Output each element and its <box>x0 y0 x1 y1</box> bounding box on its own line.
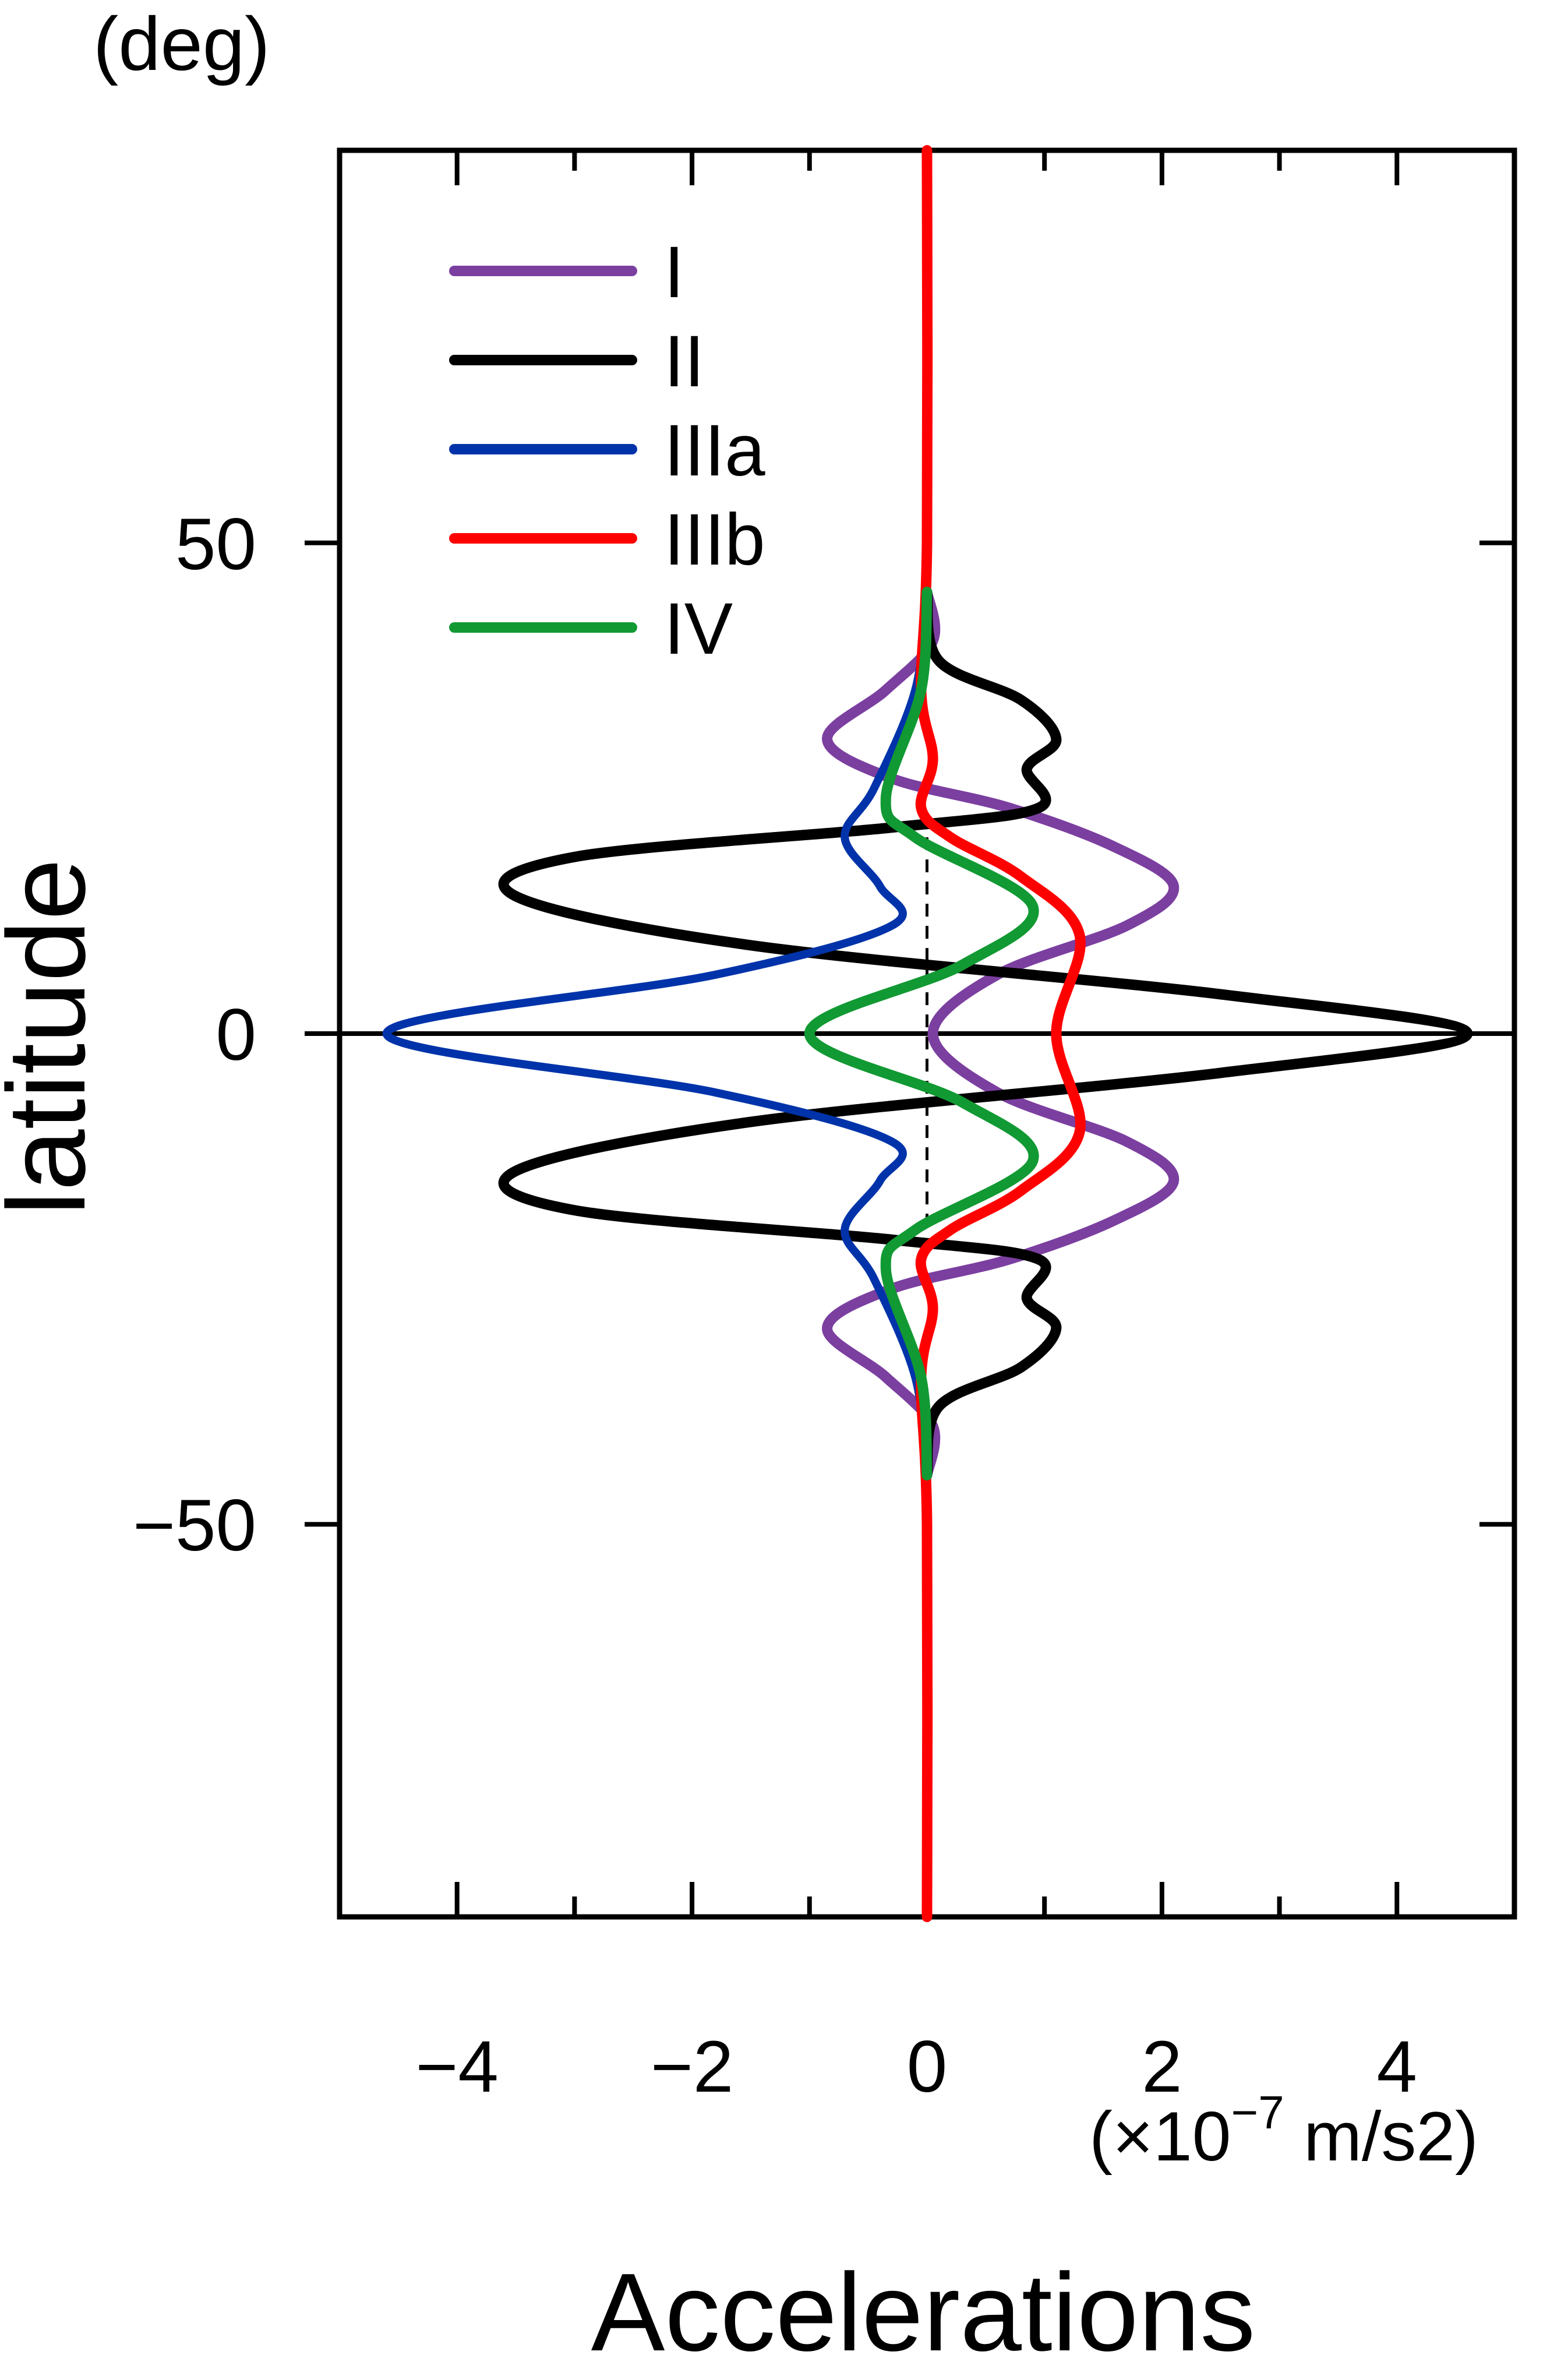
legend-label-iv: IV <box>664 588 733 669</box>
legend-label-iiib: IIIb <box>664 499 765 580</box>
x-tick-label: 4 <box>1377 2026 1418 2107</box>
series-layer <box>382 145 1473 1922</box>
series-line-i <box>822 587 1179 1480</box>
y-axis-unit: (deg) <box>93 1 270 86</box>
legend-label-ii: II <box>664 321 704 402</box>
y-axis-label: latitude <box>0 858 108 1216</box>
x-tick-label: −4 <box>415 2026 499 2107</box>
y-tick-label: 50 <box>175 504 256 585</box>
x-tick-label: 2 <box>1142 2026 1182 2107</box>
x-unit-exponent: −7 <box>1231 2086 1284 2138</box>
series-line-iv <box>804 587 1039 1480</box>
series-line-ii <box>498 587 1473 1480</box>
y-tick-label: 0 <box>216 995 256 1076</box>
x-unit-tail: m/s2) <box>1284 2097 1479 2176</box>
y-tick-label: −50 <box>133 1485 256 1566</box>
x-tick-label: 0 <box>907 2026 948 2107</box>
x-tick-label: −2 <box>651 2026 734 2107</box>
axes-layer: −4 −2 0 2 4 −50 0 50 <box>133 147 1517 2107</box>
series-line-iiia <box>382 588 931 1479</box>
legend-label-iiia: IIIa <box>664 410 765 491</box>
legend-label-i: I <box>664 232 684 313</box>
x-axis-label: Accelerations <box>591 2251 1256 2374</box>
x-axis-unit: (×10−7 m/s2) <box>1089 2086 1478 2177</box>
x-unit-base: (×10 <box>1089 2097 1231 2176</box>
